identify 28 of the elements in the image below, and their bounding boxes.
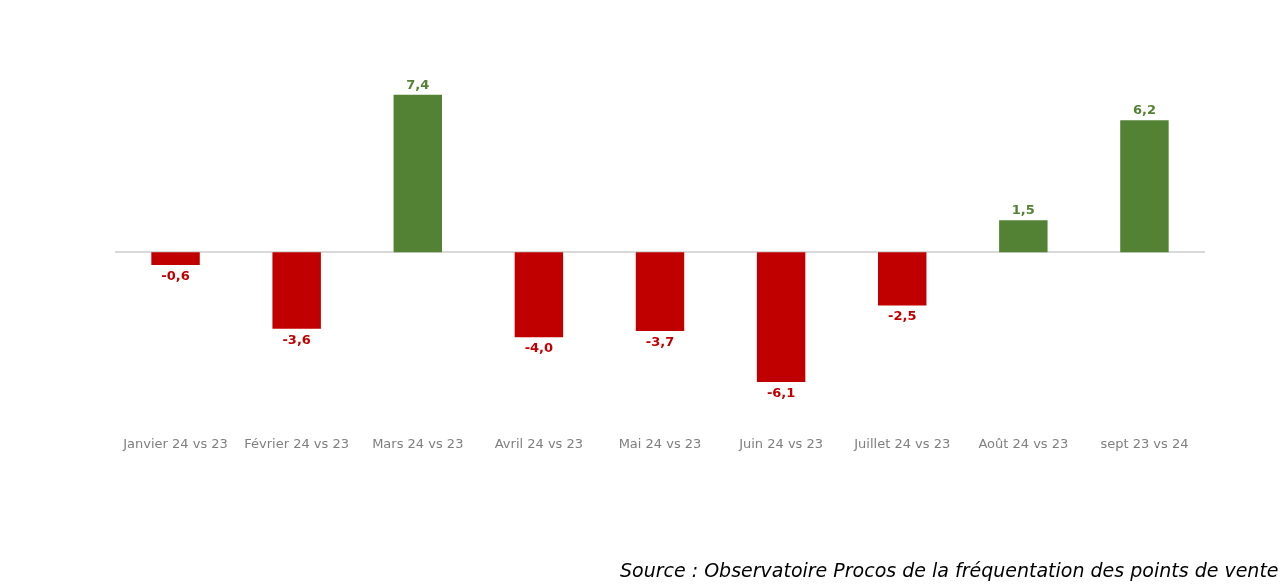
x-tick-label: Juin 24 vs 23	[738, 436, 824, 451]
bar	[756, 252, 806, 383]
bar	[393, 94, 442, 253]
data-label: -2,5	[888, 308, 917, 324]
data-label: -4,0	[524, 340, 554, 356]
data-label: 7,4	[406, 76, 430, 92]
x-tick-label: Juillet 24 vs 23	[853, 436, 951, 451]
x-tick-label: Février 24 vs 23	[244, 436, 350, 451]
x-tick-label: Janvier 24 vs 23	[122, 436, 228, 451]
data-label: 1,5	[1011, 202, 1035, 218]
bar	[1120, 120, 1169, 253]
x-tick-label: Avril 24 vs 23	[494, 436, 584, 451]
x-tick-label: Mars 24 vs 23	[372, 436, 464, 451]
x-tick-label: Mai 24 vs 23	[618, 436, 702, 451]
bar	[151, 252, 200, 265]
x-tick-label: Août 24 vs 23	[978, 436, 1069, 451]
bar	[999, 220, 1048, 253]
bar	[514, 252, 564, 338]
data-label: 6,2	[1132, 102, 1156, 118]
data-label: -3,7	[645, 333, 675, 349]
bar	[272, 252, 321, 329]
data-label: -3,6	[282, 331, 311, 347]
bar	[878, 252, 927, 306]
bar	[635, 252, 685, 331]
data-label: -6,1	[766, 385, 796, 401]
x-tick-label: sept 23 vs 24	[1100, 436, 1189, 451]
source-note: Source : Observatoire Procos de la fréquentation des points de vente	[620, 559, 1279, 581]
data-label: -0,6	[161, 267, 190, 283]
